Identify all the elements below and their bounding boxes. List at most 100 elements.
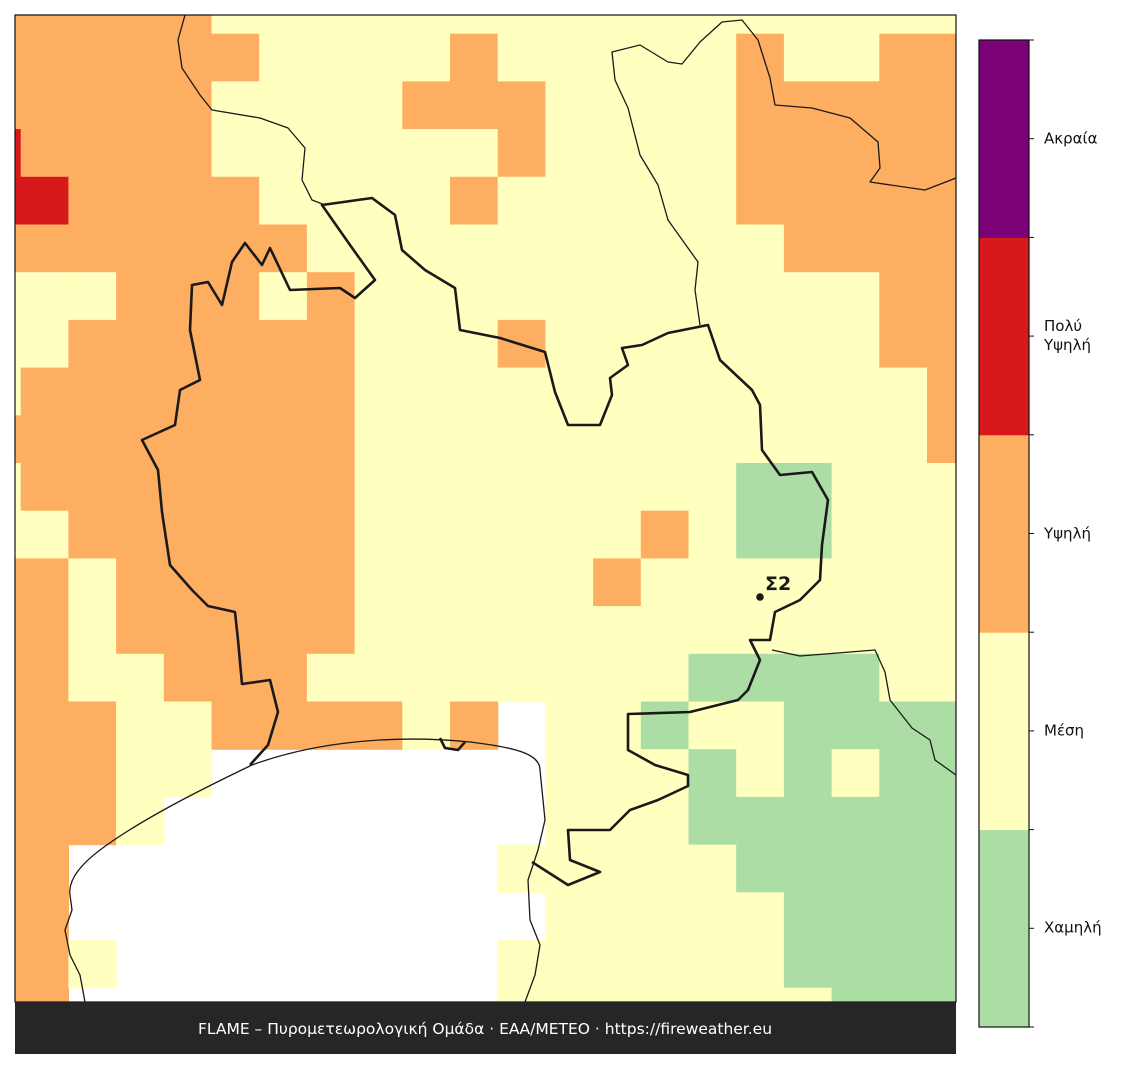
grid-cell	[450, 81, 499, 130]
footer-text: FLAME – Πυρομετεωρολογική Ομάδα · ΕΑΑ/ME…	[198, 1020, 772, 1038]
grid-cell	[879, 892, 928, 941]
grid-cell	[783, 606, 833, 655]
grid-cell	[402, 319, 451, 369]
grid-cell	[20, 319, 69, 369]
grid-cell	[688, 701, 737, 750]
grid-cell	[20, 129, 69, 178]
grid-cell	[211, 510, 260, 559]
borders	[64, 15, 956, 1002]
grid-cell	[831, 892, 880, 941]
grid-cell	[497, 463, 546, 512]
grid-cell	[163, 33, 213, 82]
legend-label: Χαμηλή	[1044, 918, 1102, 937]
grid-cell	[688, 510, 737, 559]
grid-cell	[450, 510, 499, 559]
grid-cell	[68, 272, 117, 321]
grid-cell	[736, 940, 785, 989]
grid-cell	[15, 940, 22, 989]
grid-cell	[831, 415, 880, 464]
grid-cell	[306, 415, 356, 464]
grid-cell	[259, 15, 308, 35]
grid-cell	[831, 701, 880, 750]
grid-cell	[783, 81, 833, 130]
grid-cell	[68, 33, 117, 82]
station-label: Σ2	[765, 573, 791, 595]
grid-cell	[736, 272, 785, 321]
grid-cell	[783, 367, 833, 416]
grid-cell	[497, 558, 546, 607]
grid-cell	[688, 81, 737, 130]
grid-cell	[545, 176, 594, 226]
grid-cell	[211, 81, 260, 130]
grid-cell	[15, 176, 22, 226]
grid-cell	[354, 415, 403, 464]
grid-cell	[688, 606, 737, 655]
grid-cell	[879, 224, 928, 273]
grid-cell	[68, 15, 117, 35]
grid-cell	[402, 367, 451, 416]
grid-cell	[20, 510, 69, 559]
grid-cell	[68, 319, 117, 369]
grid-cell	[879, 987, 928, 1002]
grid-cell	[15, 558, 22, 607]
grid-cell	[20, 415, 69, 464]
grid-cell	[593, 272, 642, 321]
grid-cell	[831, 796, 880, 846]
grid-cell	[259, 558, 308, 607]
grid-cell	[116, 224, 165, 273]
grid-cell	[879, 749, 928, 798]
grid-cell	[927, 463, 956, 512]
grid-cell	[545, 463, 594, 512]
grid-cell	[15, 319, 22, 369]
grid-cell	[640, 319, 690, 369]
grid-cell	[545, 367, 594, 416]
grid-cell	[497, 272, 546, 321]
border-line	[771, 649, 956, 776]
grid-cell	[831, 940, 880, 989]
grid-cell	[783, 653, 833, 703]
grid-cell	[593, 558, 642, 607]
grid-cell	[736, 892, 785, 941]
grid-cell	[354, 129, 403, 178]
grid-cell	[927, 796, 956, 846]
grid-cell	[20, 15, 69, 35]
grid-cell	[736, 129, 785, 178]
grid-cell	[927, 319, 956, 369]
grid-cell	[68, 129, 117, 178]
grid-cell	[879, 367, 928, 416]
grid-cell	[116, 15, 165, 35]
grid-cell	[497, 844, 546, 893]
grid-cell	[68, 653, 117, 703]
grid-cell	[879, 81, 928, 130]
grid-cell	[688, 558, 737, 607]
grid-cell	[354, 606, 403, 655]
grid-cell	[402, 33, 451, 82]
grid-cell	[688, 653, 737, 703]
grid-cell	[163, 176, 213, 226]
grid-cell	[879, 796, 928, 846]
legend-label: Πολύ Υψηλή	[1044, 317, 1091, 355]
grid-cell	[497, 367, 546, 416]
grid-cell	[593, 606, 642, 655]
grid-cell	[736, 224, 785, 273]
grid-cell	[736, 844, 785, 893]
grid-cell	[640, 987, 690, 1002]
grid-cell	[736, 749, 785, 798]
grid-cell	[783, 940, 833, 989]
grid-cell	[497, 653, 546, 703]
grid-cell	[927, 987, 956, 1002]
grid-cell	[20, 176, 69, 226]
grid-cell	[68, 558, 117, 607]
grid-cell	[450, 33, 499, 82]
grid-cell	[259, 319, 308, 369]
grid-cell	[20, 892, 69, 941]
grid-cell	[783, 796, 833, 846]
grid-cell	[20, 606, 69, 655]
grid-cell	[927, 15, 956, 35]
grid-cell	[879, 415, 928, 464]
grid-cell	[545, 415, 594, 464]
coastline	[251, 738, 546, 1002]
grid-cell	[68, 796, 117, 846]
grid-cell	[20, 653, 69, 703]
